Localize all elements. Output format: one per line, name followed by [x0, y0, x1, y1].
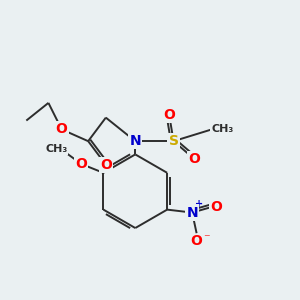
- Text: ⁻: ⁻: [203, 232, 209, 245]
- Text: N: N: [130, 134, 141, 148]
- Text: O: O: [163, 108, 175, 122]
- Text: CH₃: CH₃: [211, 124, 233, 134]
- Text: N: N: [186, 206, 198, 220]
- Text: O: O: [75, 157, 87, 171]
- Text: O: O: [210, 200, 222, 214]
- Text: +: +: [195, 199, 203, 209]
- Text: O: O: [188, 152, 200, 166]
- Text: O: O: [56, 122, 68, 136]
- Text: O: O: [100, 158, 112, 172]
- Text: O: O: [191, 234, 203, 248]
- Text: S: S: [169, 134, 178, 148]
- Text: CH₃: CH₃: [45, 144, 68, 154]
